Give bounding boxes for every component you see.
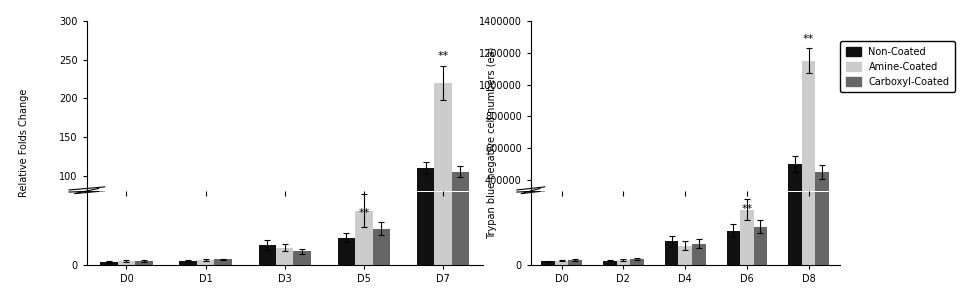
Bar xyxy=(259,244,276,253)
Bar xyxy=(179,251,197,253)
Bar xyxy=(417,168,434,253)
Bar xyxy=(630,241,644,244)
Bar xyxy=(417,66,434,265)
Bar xyxy=(372,237,390,253)
Bar xyxy=(802,61,815,244)
Bar xyxy=(541,242,555,244)
Bar xyxy=(452,75,469,265)
Text: Trypan blue negative cell numbers (ea): Trypan blue negative cell numbers (ea) xyxy=(487,47,497,239)
Bar xyxy=(603,261,617,265)
Bar xyxy=(214,259,232,265)
Bar xyxy=(259,245,276,265)
Bar xyxy=(338,238,355,265)
Bar xyxy=(617,241,630,244)
Bar xyxy=(815,73,829,265)
Bar xyxy=(179,261,197,265)
Bar xyxy=(692,235,705,244)
Bar xyxy=(293,247,311,253)
Bar xyxy=(692,244,705,265)
Bar xyxy=(452,172,469,253)
Bar xyxy=(754,229,767,244)
Bar xyxy=(434,83,452,253)
Bar xyxy=(740,209,754,265)
Bar xyxy=(355,211,372,265)
Bar xyxy=(541,262,555,265)
Text: Relative Folds Change: Relative Folds Change xyxy=(19,89,29,197)
Bar xyxy=(372,229,390,265)
Bar xyxy=(214,250,232,253)
Bar xyxy=(355,230,372,253)
Bar xyxy=(555,242,568,244)
Bar xyxy=(118,251,135,253)
Bar xyxy=(276,248,293,265)
Bar xyxy=(678,246,692,265)
Bar xyxy=(276,245,293,253)
Text: **: ** xyxy=(803,34,814,44)
Bar xyxy=(617,260,630,265)
Bar xyxy=(118,261,135,265)
Bar xyxy=(802,0,815,265)
Text: **: ** xyxy=(741,204,753,214)
Bar xyxy=(678,236,692,244)
Text: **: ** xyxy=(358,208,370,218)
Bar xyxy=(135,251,152,253)
Bar xyxy=(754,227,767,265)
Bar xyxy=(100,262,118,265)
Bar xyxy=(135,261,152,265)
Bar xyxy=(630,259,644,265)
Bar xyxy=(568,260,582,265)
Bar xyxy=(197,251,214,253)
Legend: Non-Coated, Amine-Coated, Carboxyl-Coated: Non-Coated, Amine-Coated, Carboxyl-Coate… xyxy=(841,41,955,92)
Bar xyxy=(727,231,740,265)
Bar xyxy=(555,261,568,265)
Bar xyxy=(197,260,214,265)
Bar xyxy=(603,242,617,244)
Bar xyxy=(338,241,355,253)
Bar xyxy=(434,0,452,265)
Bar xyxy=(100,252,118,253)
Bar xyxy=(815,172,829,244)
Bar xyxy=(788,164,802,244)
Text: **: ** xyxy=(437,51,449,61)
Bar xyxy=(740,223,754,244)
Bar xyxy=(727,231,740,244)
Bar xyxy=(665,235,678,244)
Bar xyxy=(568,242,582,244)
Bar xyxy=(665,241,678,265)
Bar xyxy=(788,52,802,265)
Bar xyxy=(293,251,311,265)
